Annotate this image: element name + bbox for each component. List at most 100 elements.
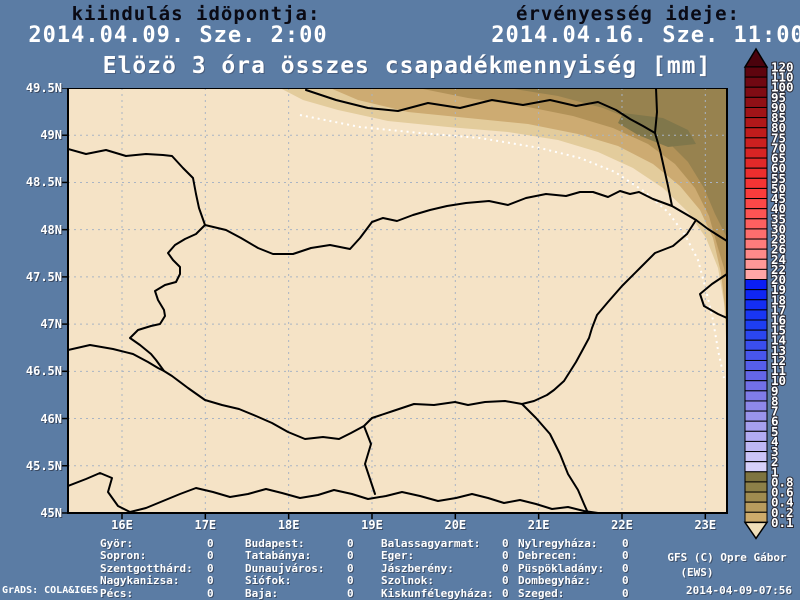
station-name: Szentgotthárd:	[100, 561, 193, 575]
station-name: Dunaujváros:	[245, 561, 325, 575]
colorbar-label: 0.6	[771, 485, 794, 500]
colorbar-cell	[744, 501, 768, 513]
colorbar-label: 0.2	[771, 505, 794, 520]
grads-credit: GrADS: COLA&IGES	[2, 585, 99, 596]
colorbar-cell	[744, 66, 768, 78]
lon-label: 20E	[444, 518, 467, 532]
station-name: Balassagyarmat:	[381, 537, 481, 550]
border-croatia-bosnia	[68, 472, 599, 513]
colorbar-label: 35	[771, 211, 786, 226]
valid-time-value: 2014.04.16. Sze. 11:00	[491, 23, 800, 48]
colorbar-label: 7	[771, 404, 779, 419]
precipitation-colorbar: 1201101009590858075706560555045403530282…	[743, 47, 795, 540]
station-name: Dombegyház:	[518, 574, 591, 588]
border-serbia-romania	[521, 403, 589, 513]
border-austria-czech	[68, 148, 206, 226]
colorbar-cell	[744, 420, 768, 432]
station-value: 0	[622, 574, 629, 588]
colorbar-label: 28	[771, 232, 786, 247]
colorbar-cell	[744, 137, 768, 149]
colorbar-label: 40	[771, 201, 786, 216]
colorbar-label: 4	[771, 434, 779, 449]
colorbar-label: 2	[771, 454, 779, 469]
colorbar-label: 60	[771, 161, 786, 176]
lon-label: 23E	[694, 518, 717, 532]
lat-label: 46N	[40, 411, 62, 426]
colorbar-cell	[744, 410, 768, 422]
colorbar-label: 85	[771, 110, 786, 125]
colorbar-cell	[744, 380, 768, 392]
precip-band-max	[618, 113, 696, 147]
colorbar-cell	[744, 177, 768, 189]
station-value: 0	[502, 574, 509, 588]
station-name: Szeged:	[518, 586, 565, 600]
colorbar-label: 0.8	[771, 474, 794, 489]
station-name: Debrecen:	[518, 549, 578, 563]
colorbar-label: 50	[771, 181, 786, 196]
station-value: 0	[502, 549, 509, 563]
colorbar-cell	[744, 248, 768, 260]
station-name: Tatabánya:	[245, 549, 312, 563]
lon-label: 19E	[361, 518, 383, 532]
colorbar-cell	[744, 279, 768, 291]
station-name: Siófok:	[245, 574, 292, 588]
colorbar-label: 6	[771, 414, 779, 429]
colorbar-label: 26	[771, 242, 786, 257]
colorbar-label: 100	[771, 80, 794, 95]
colorbar-label: 55	[771, 171, 786, 186]
colorbar-cell	[744, 157, 768, 169]
lon-label: 21E	[527, 518, 550, 532]
station-value: 0	[347, 574, 354, 588]
lat-label: 47.5N	[25, 269, 62, 284]
colorbar-label: 11	[771, 363, 786, 378]
colorbar-label: 110	[771, 70, 794, 85]
colorbar-cell	[744, 481, 768, 493]
station-value: 0	[622, 537, 629, 550]
station-name: Györ:	[100, 537, 134, 550]
station-name: Budapest:	[245, 537, 305, 550]
precip-band-0.2	[330, 88, 727, 338]
lon-label: 16E	[111, 518, 133, 532]
colorbar-label: 80	[771, 120, 786, 135]
colorbar-cell	[744, 127, 768, 139]
colorbar-cell	[744, 187, 768, 200]
colorbar-label: 75	[771, 130, 786, 145]
precipitation-map	[62, 88, 728, 519]
station-name: Baja:	[245, 586, 279, 600]
lon-label: 17E	[194, 518, 217, 532]
model-credit: GFS (C) Opre Gábor	[667, 551, 787, 564]
station-name: Pécs:	[100, 586, 134, 600]
lat-label: 49.5N	[25, 81, 62, 95]
station-name: Nylregyháza:	[518, 537, 598, 550]
border-ukraine-north	[654, 88, 658, 134]
colorbar-label: 18	[771, 292, 786, 307]
colorbar-cell	[744, 218, 768, 230]
station-value: 0	[347, 549, 354, 563]
station-value: 0	[347, 537, 354, 550]
colorbar-label: 90	[771, 100, 786, 115]
colorbar-label: 120	[771, 60, 794, 75]
lat-label: 45.5N	[25, 458, 62, 473]
colorbar-label: 9	[771, 383, 779, 398]
colorbar-label: 0.4	[771, 495, 794, 510]
station-value: 0	[207, 561, 214, 575]
country-borders	[68, 88, 727, 513]
border-ukraine-west	[654, 132, 673, 207]
colorbar-label: 19	[771, 282, 786, 297]
init-time-value: 2014.04.09. Sze. 2:00	[28, 23, 328, 48]
colorbar-cell	[744, 349, 768, 361]
colorbar-cell	[744, 86, 768, 98]
colorbar-label: 30	[771, 221, 786, 236]
border-ukraine-romania	[695, 219, 727, 242]
lon-label: 22E	[611, 518, 633, 532]
org-credit: (EWS)	[680, 566, 714, 579]
colorbar-cell	[744, 329, 768, 341]
station-value: 0	[207, 586, 214, 600]
station-name: Sopron:	[100, 549, 147, 563]
lat-label: 48.5N	[25, 175, 62, 190]
colorbar-cell	[744, 106, 768, 119]
colorbar-cell	[744, 238, 768, 250]
colorbar-label: 13	[771, 343, 786, 358]
colorbar-label: 15	[771, 323, 786, 338]
border-romania-wiggle	[699, 273, 727, 319]
